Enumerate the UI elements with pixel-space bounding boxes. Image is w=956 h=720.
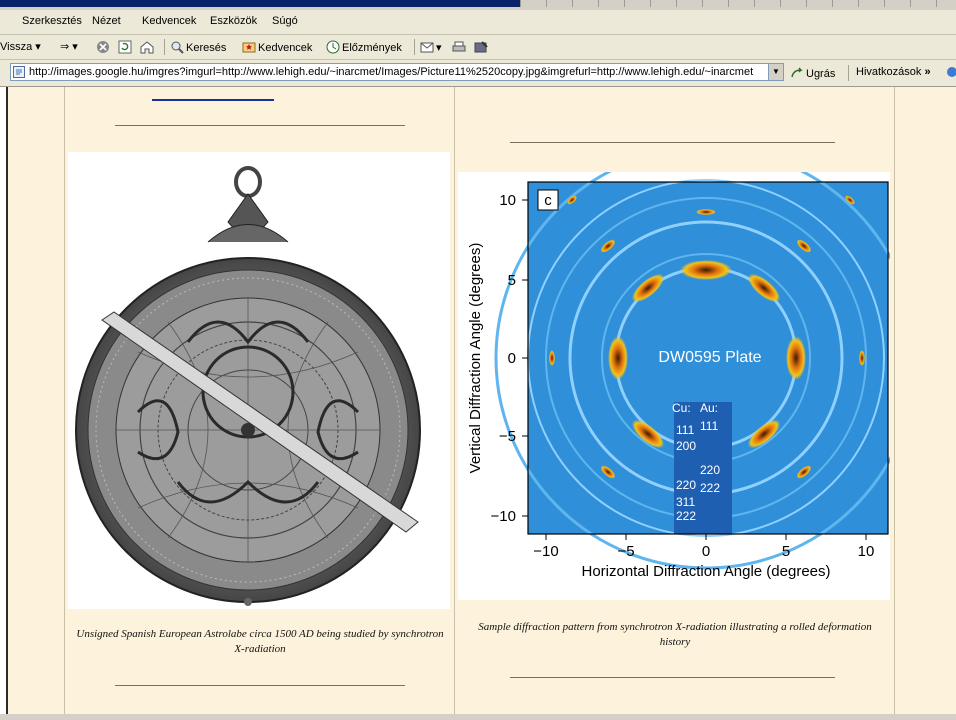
page-content: c DW0595 Plate Cu: Au: 111 111 200 220 2… [0,87,956,720]
go-label: Ugrás [806,68,836,80]
print-icon [452,41,466,52]
menu-favorites[interactable]: Kedvencek [142,15,197,27]
menu-help[interactable]: Súgó [272,15,298,27]
divider-rule [510,677,835,678]
au-label: Au: [700,401,718,415]
y-tick-label: −5 [499,428,516,445]
edit-icon [474,41,488,53]
search-button[interactable]: Keresés [170,40,226,54]
peak-label: 200 [676,439,696,453]
favorites-icon [242,42,256,53]
search-label: Keresés [186,42,227,54]
divider-rule [115,685,405,686]
globe-icon [947,67,956,77]
x-axis-label: Horizontal Diffraction Angle (degrees) [581,563,830,580]
menu-view[interactable]: Nézet [92,15,121,27]
divider-rule [115,125,405,126]
menu-edit[interactable]: Szerkesztés [22,15,82,27]
x-tick-label: 10 [858,543,875,560]
mail-button[interactable]: ▾ [420,40,442,54]
forward-button[interactable]: ⇒ ▾ [60,40,78,53]
stop-icon [97,41,109,53]
address-bar: http://images.google.hu/imgres?imgurl=ht… [0,60,956,87]
astrolabe-caption: Unsigned Spanish European Astrolabe circ… [76,628,444,655]
history-button[interactable]: Előzmények [326,40,402,54]
address-dropdown-icon[interactable]: ▼ [768,64,783,80]
x-tick-label: −5 [617,543,634,560]
plate-label: DW0595 Plate [658,349,761,366]
y-tick-label: −10 [491,508,516,525]
address-input[interactable]: http://images.google.hu/imgres?imgurl=ht… [10,63,784,81]
history-label: Előzmények [342,42,402,54]
title-bar-strip [0,0,956,10]
y-axis-label: Vertical Diffraction Angle (degrees) [467,243,484,474]
links-label: Hivatkozások [856,66,922,78]
forward-dropdown-icon[interactable]: ▾ [69,41,78,53]
left-window-edge [0,87,8,720]
go-arrow-icon [791,67,803,78]
back-label: Vissza [0,41,33,53]
home-icon [140,41,154,54]
divider-rule [510,142,835,143]
peak-label: 222 [700,481,720,495]
diffraction-caption: Sample diffraction pattern from synchrot… [478,621,872,648]
links-button[interactable]: Hivatkozások » [856,66,931,78]
column-divider [64,87,65,720]
focus-indicator [152,99,274,101]
forward-icon: ⇒ [60,41,70,53]
peak-label: 311 [676,495,695,509]
print-button[interactable] [452,40,468,54]
toolbar: Vissza ▾ ⇒ ▾ Keresés Kedvencek Előzménye… [0,35,956,60]
history-icon [326,40,340,54]
x-tick-label: 0 [702,543,710,560]
taskbar-buttons [520,0,956,7]
search-icon [171,41,184,54]
refresh-button[interactable] [118,40,134,54]
mail-icon [420,42,434,53]
peak-label: 220 [676,478,696,492]
y-tick-label: 5 [508,272,516,289]
astrolabe-image[interactable] [68,152,450,609]
peak-label: 111 [700,419,719,433]
peak-label: 222 [676,509,696,523]
refresh-icon [118,40,132,54]
x-tick-label: −10 [533,543,558,560]
back-dropdown-icon[interactable]: ▾ [35,41,41,53]
chevron-right-icon: » [924,66,931,78]
peak-label: 111 [676,423,695,437]
cu-label: Cu: [672,401,691,415]
panel-label: c [544,192,552,209]
menu-tools[interactable]: Eszközök [210,15,258,27]
favorites-button[interactable]: Kedvencek [242,40,312,54]
astrolabe-drawing [75,166,421,606]
menu-bar: Szerkesztés Nézet Kedvencek Eszközök Súg… [0,10,956,35]
go-button[interactable]: Ugrás [790,66,835,80]
column-divider [454,87,455,720]
title-bar [0,0,520,7]
address-url: http://images.google.hu/imgres?imgurl=ht… [29,66,754,78]
home-button[interactable] [140,40,156,54]
mail-dropdown-icon[interactable]: ▾ [436,42,442,54]
peak-label: 220 [700,463,720,477]
column-divider [894,87,895,720]
diffraction-figure[interactable]: c DW0595 Plate Cu: Au: 111 111 200 220 2… [458,146,918,600]
back-button[interactable]: Vissza ▾ [0,40,41,53]
x-tick-label: 5 [782,543,790,560]
favorites-label: Kedvencek [258,42,313,54]
diffraction-plot: c DW0595 Plate Cu: Au: 111 111 200 220 2… [467,146,918,580]
y-tick-label: 10 [499,192,516,209]
stop-button[interactable] [96,40,112,54]
edit-page-button[interactable] [474,40,490,54]
y-tick-label: 0 [508,350,516,367]
page-icon [13,66,25,78]
status-bar [0,714,956,720]
